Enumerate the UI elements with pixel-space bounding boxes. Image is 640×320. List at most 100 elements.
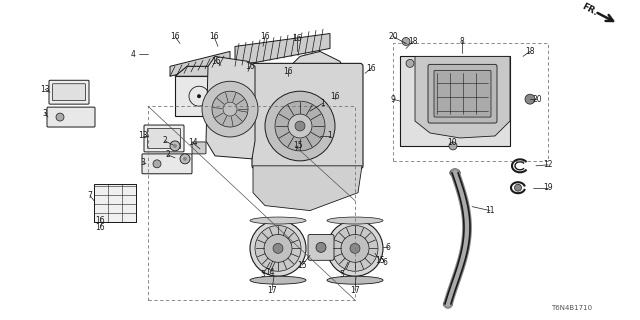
Text: 14: 14 (265, 268, 275, 277)
Text: 20: 20 (388, 32, 398, 41)
Polygon shape (240, 71, 302, 81)
Circle shape (212, 91, 248, 127)
Text: T6N4B1710: T6N4B1710 (552, 305, 593, 311)
Circle shape (275, 101, 325, 151)
FancyBboxPatch shape (52, 84, 86, 101)
Text: 9: 9 (390, 95, 396, 104)
Circle shape (250, 220, 306, 276)
Text: 13: 13 (138, 132, 148, 140)
Circle shape (56, 113, 64, 121)
Circle shape (406, 60, 414, 67)
Polygon shape (175, 76, 223, 116)
Text: 11: 11 (485, 206, 495, 215)
Text: 13: 13 (40, 85, 50, 94)
Circle shape (515, 184, 522, 191)
Circle shape (223, 102, 237, 116)
Text: 16: 16 (170, 32, 180, 41)
Circle shape (350, 244, 360, 253)
Polygon shape (206, 56, 255, 159)
FancyBboxPatch shape (47, 107, 95, 127)
Text: 4: 4 (131, 50, 136, 59)
Bar (94, 184, 136, 221)
Text: 3: 3 (141, 158, 145, 167)
Text: 6: 6 (385, 243, 390, 252)
Text: FR.: FR. (580, 2, 600, 18)
Text: 16: 16 (292, 34, 302, 43)
Text: 15: 15 (293, 141, 303, 150)
Polygon shape (175, 66, 235, 76)
Circle shape (327, 220, 383, 276)
Circle shape (288, 114, 312, 138)
Circle shape (332, 226, 378, 271)
Circle shape (202, 81, 258, 137)
Text: 16: 16 (283, 67, 293, 76)
Text: 2: 2 (163, 136, 168, 146)
Circle shape (402, 37, 410, 45)
Text: 16: 16 (211, 57, 221, 66)
Text: 16: 16 (245, 62, 255, 71)
Text: 15: 15 (297, 261, 307, 270)
Text: 5: 5 (340, 270, 344, 279)
Circle shape (255, 226, 301, 271)
Ellipse shape (250, 276, 306, 284)
Text: 10: 10 (447, 139, 457, 148)
Circle shape (295, 121, 305, 131)
Text: 18: 18 (525, 47, 535, 56)
Text: 16: 16 (330, 92, 340, 101)
Circle shape (180, 154, 190, 164)
Text: 17: 17 (267, 286, 277, 295)
Text: 3: 3 (43, 108, 47, 117)
Circle shape (153, 160, 161, 168)
Polygon shape (400, 56, 510, 146)
Circle shape (449, 142, 457, 150)
Circle shape (525, 94, 535, 104)
Text: 7: 7 (88, 191, 92, 200)
Polygon shape (170, 52, 230, 76)
Text: 6: 6 (383, 258, 387, 267)
Text: 16: 16 (260, 32, 270, 41)
Ellipse shape (444, 301, 452, 307)
Text: 20: 20 (532, 95, 542, 104)
FancyBboxPatch shape (434, 70, 491, 117)
Circle shape (264, 235, 292, 262)
Circle shape (341, 235, 369, 262)
Ellipse shape (450, 169, 460, 176)
Text: 16: 16 (209, 32, 219, 41)
Circle shape (183, 157, 187, 161)
Text: 16: 16 (95, 223, 105, 232)
FancyArrow shape (304, 70, 331, 83)
Ellipse shape (327, 276, 383, 284)
Text: 1: 1 (328, 132, 332, 140)
Polygon shape (415, 56, 510, 138)
Polygon shape (253, 166, 362, 211)
Circle shape (173, 144, 177, 148)
FancyBboxPatch shape (252, 63, 363, 169)
Polygon shape (223, 66, 235, 116)
Text: 14: 14 (188, 139, 198, 148)
Text: 16: 16 (366, 64, 376, 73)
Circle shape (170, 141, 180, 151)
Text: 16: 16 (95, 216, 105, 225)
Polygon shape (282, 52, 350, 126)
Ellipse shape (327, 217, 383, 224)
Text: 17: 17 (350, 286, 360, 295)
Text: 19: 19 (543, 183, 553, 192)
Text: 18: 18 (408, 37, 418, 46)
FancyBboxPatch shape (192, 142, 206, 154)
Polygon shape (235, 34, 330, 66)
Circle shape (316, 243, 326, 252)
FancyBboxPatch shape (49, 80, 89, 104)
FancyBboxPatch shape (147, 129, 180, 148)
FancyBboxPatch shape (144, 125, 184, 152)
Text: 5: 5 (260, 270, 266, 279)
Circle shape (273, 244, 283, 253)
FancyBboxPatch shape (142, 154, 192, 174)
FancyBboxPatch shape (428, 64, 497, 123)
Circle shape (262, 100, 266, 104)
Ellipse shape (250, 217, 306, 224)
Text: 15: 15 (375, 256, 385, 265)
Text: 8: 8 (460, 37, 465, 46)
Text: 12: 12 (543, 160, 553, 169)
Circle shape (197, 94, 201, 98)
Text: 2: 2 (166, 150, 170, 159)
